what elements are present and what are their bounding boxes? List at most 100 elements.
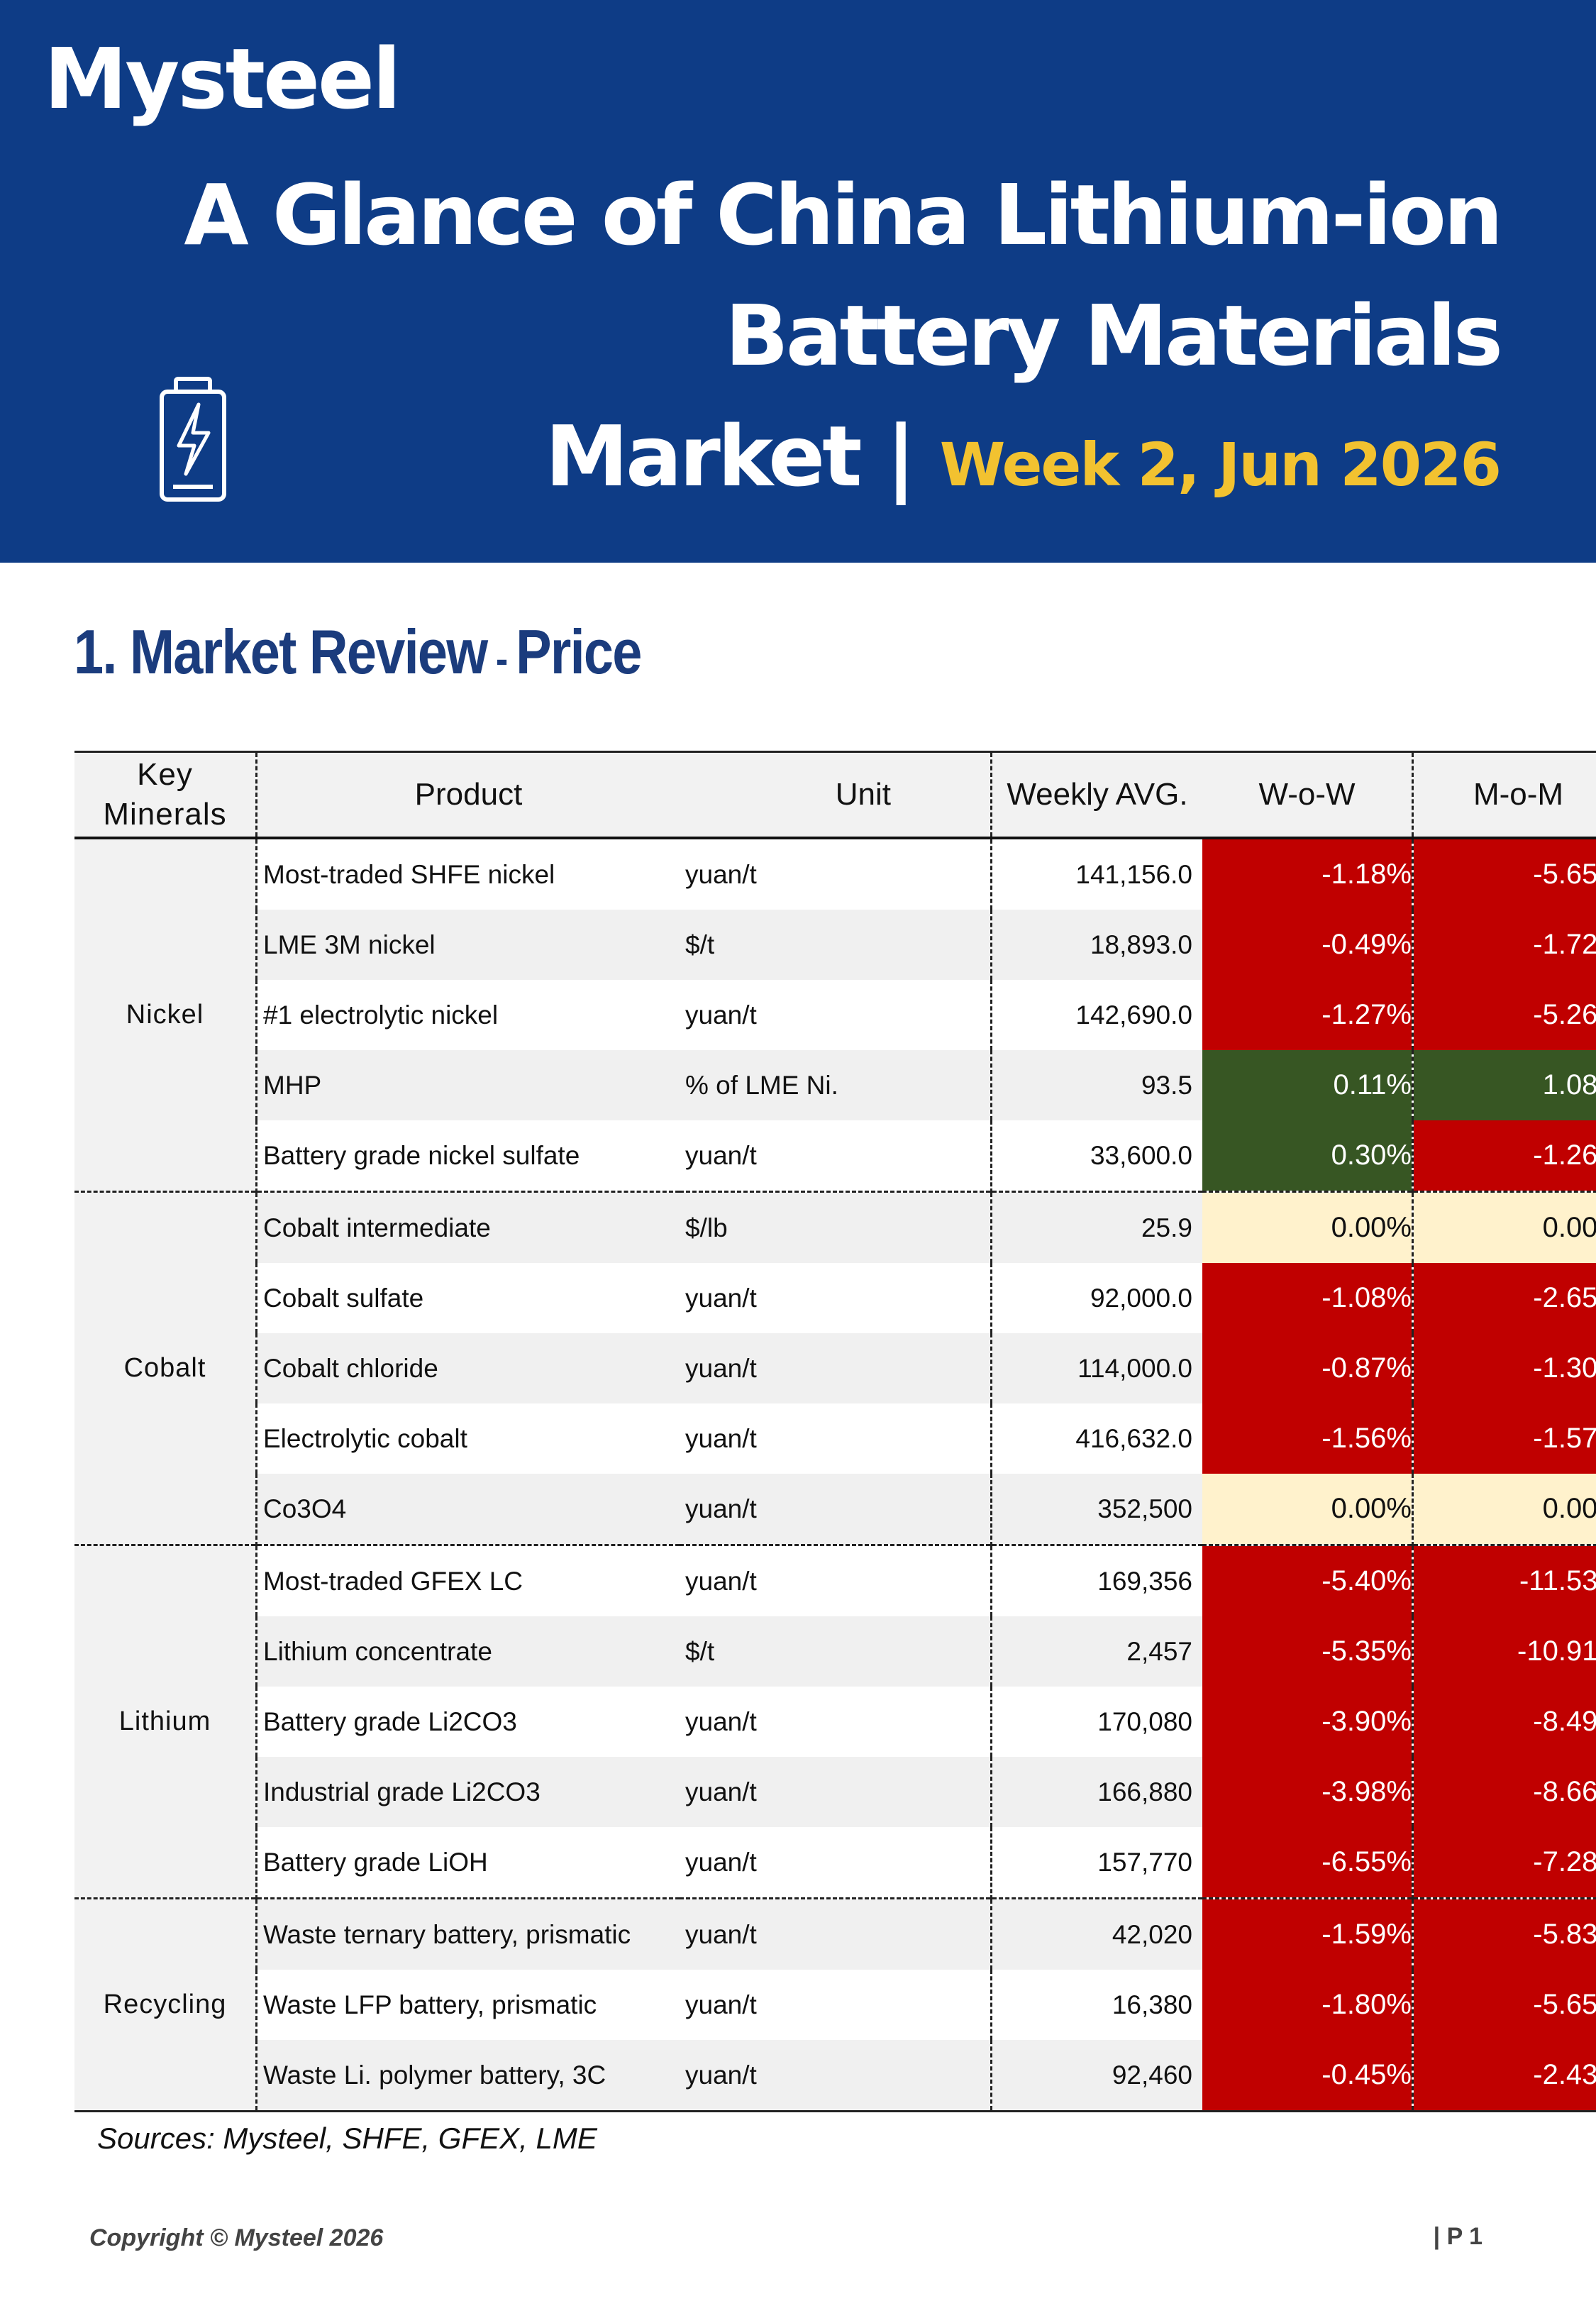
product-cell: MHP xyxy=(256,1050,680,1120)
wow-cell: -0.45% xyxy=(1202,2040,1414,2112)
unit-cell: yuan/t xyxy=(680,1827,992,1899)
weekly-avg-cell: 93.5 xyxy=(991,1050,1202,1120)
unit-cell: $/lb xyxy=(680,1191,992,1263)
mineral-group-label: Cobalt xyxy=(74,1191,257,1545)
unit-cell: yuan/t xyxy=(680,1897,992,1970)
mom-cell: -1.30% xyxy=(1412,1333,1596,1403)
unit-cell: yuan/t xyxy=(680,1757,992,1827)
weekly-avg-cell: 18,893.0 xyxy=(991,910,1202,980)
wow-cell: -1.08% xyxy=(1202,1263,1414,1333)
table-row: Lithium Most-traded GFEX LC yuan/t 169,356-… xyxy=(74,1544,1596,1899)
product-cell: Battery grade nickel sulfate xyxy=(263,1140,580,1170)
product-cell: Cobalt chloride xyxy=(256,1333,680,1403)
table-row: Battery grade nickel sulfate yuan/t 33,600… xyxy=(74,1120,1596,1192)
table-row: Recycling Waste ternary battery, prismati… xyxy=(74,1897,1596,2112)
wow-cell: -6.55% xyxy=(1202,1827,1414,1899)
product-cell: Cobalt intermediate xyxy=(256,1191,680,1263)
wow-cell: -1.56% xyxy=(1202,1403,1414,1474)
table-row: Nickel Most-traded SHFE nickel yuan/t 141,1… xyxy=(74,838,1596,1192)
product-cell: Battery grade Li2CO3 xyxy=(263,1706,517,1736)
mom-cell: -5.83% xyxy=(1412,1897,1596,1970)
weekly-avg-cell: 141,156.0 xyxy=(1075,859,1192,889)
product-cell: Electrolytic cobalt xyxy=(263,1423,467,1453)
weekly-avg-cell: 142,690.0 xyxy=(1075,1000,1192,1030)
weekly-avg-cell: 2,457 xyxy=(991,1616,1202,1687)
unit-cell: yuan/t xyxy=(680,1687,992,1757)
unit-cell: yuan/t xyxy=(680,1333,992,1403)
header-product: Product xyxy=(256,751,680,839)
table-row: MHP% of LME Ni.93.50.11%1.08% xyxy=(74,1050,1596,1120)
unit-cell: $/t xyxy=(680,910,992,980)
product-cell: Waste ternary battery, prismatic xyxy=(256,1897,680,1970)
mom-cell: -7.28% xyxy=(1412,1827,1596,1899)
table-row: #1 electrolytic nickel yuan/t 142,690.0 -1.… xyxy=(74,980,1596,1050)
weekly-avg-cell: 157,770 xyxy=(1097,1847,1192,1877)
mysteel-logo: Mysteel xyxy=(44,30,401,128)
mineral-group-label: Recycling xyxy=(74,1897,257,2112)
unit-cell: yuan/t xyxy=(680,1474,992,1545)
price-table: Key Minerals Product Unit Weekly AVG. W-… xyxy=(74,751,1596,2112)
wow-cell: -3.98% xyxy=(1202,1757,1414,1827)
table-row: Cobalt sulfate yuan/t 92,000.0 -1.08%-2.65% xyxy=(74,1263,1596,1333)
wow-cell: -0.87% xyxy=(1202,1333,1414,1403)
weekly-avg-cell: 352,500 xyxy=(991,1474,1202,1545)
product-cell: LME 3M nickel xyxy=(256,910,680,980)
unit-cell: yuan/t xyxy=(680,1403,992,1474)
header-key-minerals: Key Minerals xyxy=(74,751,257,839)
wow-cell: -0.49% xyxy=(1202,910,1414,980)
report-title: A Glance of China Lithium-ion Battery Ma… xyxy=(153,155,1503,525)
wow-cell: -1.59% xyxy=(1202,1897,1414,1970)
wow-cell: -1.27% xyxy=(1202,980,1414,1050)
header-unit: Unit xyxy=(680,751,992,839)
section-title: 1. Market Review - Price xyxy=(74,616,642,688)
mom-cell: -11.53% xyxy=(1412,1544,1596,1616)
unit-cell: yuan/t xyxy=(680,1263,992,1333)
unit-cell: yuan/t xyxy=(680,1120,992,1192)
weekly-avg-cell: 33,600.0 xyxy=(1090,1140,1192,1170)
wow-cell: -1.18% xyxy=(1202,838,1414,910)
title-market: Market | xyxy=(545,407,916,505)
mom-cell: 0.00% xyxy=(1412,1191,1596,1263)
copyright-text: Copyright © Mysteel 2026 xyxy=(89,2224,384,2251)
unit-cell: % of LME Ni. xyxy=(680,1050,992,1120)
wow-cell: -5.40% xyxy=(1202,1544,1414,1616)
mineral-group-label: Nickel xyxy=(74,838,257,1192)
mom-cell: -8.49% xyxy=(1412,1687,1596,1757)
product-cell: Most-traded SHFE nickel xyxy=(263,859,555,889)
unit-cell: yuan/t xyxy=(680,1970,992,2040)
weekly-avg-cell: 416,632.0 xyxy=(1075,1423,1192,1453)
table-row: Cobalt chloride yuan/t 114,000.0 -0.87% -1.3… xyxy=(74,1333,1596,1403)
product-cell: Most-traded GFEX LC xyxy=(256,1544,680,1616)
battery-icon xyxy=(160,377,226,502)
sources-note: Sources: Mysteel, SHFE, GFEX, LME xyxy=(97,2122,597,2155)
weekly-avg-cell: 25.9 xyxy=(991,1191,1202,1263)
weekly-avg-cell: 42,020 xyxy=(991,1897,1202,1970)
mom-cell: -1.57% xyxy=(1412,1403,1596,1474)
product-cell: Industrial grade Li2CO3 xyxy=(256,1757,680,1827)
mom-cell: -8.66% xyxy=(1412,1757,1596,1827)
mom-cell: 1.08% xyxy=(1412,1050,1596,1120)
title-line-2: Battery Materials xyxy=(724,287,1503,385)
weekly-avg-cell: 169,356 xyxy=(991,1544,1202,1616)
header-banner: Mysteel A Glance of China Lithium-ion Ba… xyxy=(0,0,1596,563)
wow-cell: -3.90% xyxy=(1202,1687,1414,1757)
weekly-avg-cell: 166,880 xyxy=(991,1757,1202,1827)
table-row: Lithium concentrate$/t2,457-5.35%-10.91% xyxy=(74,1616,1596,1687)
header-wow: W-o-W xyxy=(1202,751,1414,839)
mom-cell: -5.26% xyxy=(1412,980,1596,1050)
table-row: Cobalt Cobalt intermediate $/lb 25.9 0.00% 0.… xyxy=(74,1191,1596,1545)
unit-cell: $/t xyxy=(680,1616,992,1687)
wow-cell: -5.35% xyxy=(1202,1616,1414,1687)
mineral-group-label: Lithium xyxy=(74,1544,257,1899)
weekly-avg-cell: 170,080 xyxy=(1097,1706,1192,1736)
section-subtitle: Price xyxy=(516,617,642,687)
product-cell: Waste Li. polymer battery, 3C xyxy=(256,2040,680,2112)
mom-cell: 0.00% xyxy=(1412,1474,1596,1545)
wow-cell: 0.30% xyxy=(1202,1120,1414,1192)
mom-cell: -1.26% xyxy=(1412,1120,1596,1192)
title-line-3: Market | Week 2, Jun 2026 xyxy=(153,396,1502,525)
table-header-row: Key Minerals Product Unit Weekly AVG. W-… xyxy=(74,751,1596,839)
page-number: | P 1 xyxy=(1433,2223,1483,2250)
wow-cell: 0.00% xyxy=(1202,1191,1414,1263)
